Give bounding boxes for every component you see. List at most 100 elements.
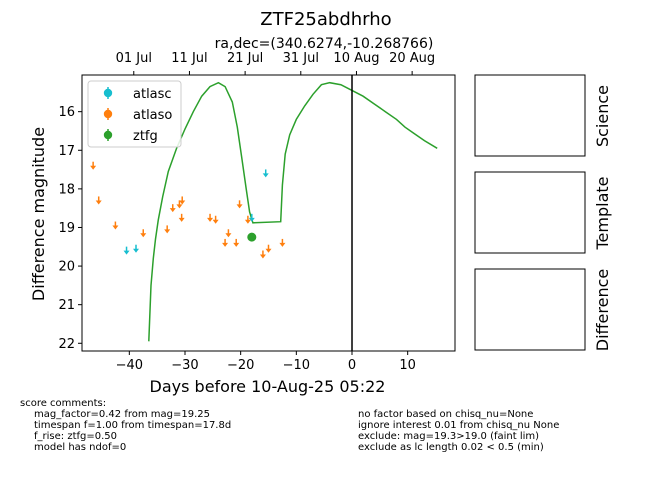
score-comments-header: score comments: [20, 398, 107, 409]
stamp-panel-science [474, 74, 586, 157]
x-tick-label: 10 [399, 358, 416, 373]
atlaso-limit-marker [212, 215, 219, 224]
score-comment-line: mag_factor=0.42 from mag=19.25 [34, 409, 211, 420]
atlaso-limit-marker [112, 221, 119, 230]
stamp-panel-difference [474, 268, 586, 351]
score-comments-right: no factor based on chisq_nu=None ignore i… [358, 409, 559, 453]
atlaso-limit-marker [178, 213, 185, 222]
x-tick-label: −30 [171, 358, 198, 373]
atlaso-limit-marker [140, 229, 147, 238]
atlaso-limit-head [176, 204, 183, 209]
atlaso-limit-head [140, 233, 147, 238]
atlaso-limit-head [178, 217, 185, 222]
legend-entry-atlasc: atlasc [103, 87, 172, 102]
top-date-tick-label: 10 Aug [333, 51, 379, 66]
legend-label: atlasc [133, 87, 172, 102]
y-tick-label: 17 [58, 144, 75, 159]
score-comment-line: model has ndof=0 [34, 442, 127, 453]
stamp-panel-template [474, 171, 586, 254]
atlaso-limit-marker [176, 200, 183, 209]
atlaso-limit-head [225, 233, 232, 238]
y-tick-label: 21 [58, 298, 75, 313]
x-axis-label: Days before 10-Aug-25 05:22 [150, 377, 386, 396]
atlaso-limit-marker [259, 250, 266, 259]
atlaso-limit-marker [279, 238, 286, 247]
score-comment-line: timespan f=1.00 from timespan=17.8d [34, 420, 232, 431]
atlaso-limit-head [179, 200, 186, 205]
y-tick-label: 20 [58, 260, 75, 275]
stamp-label-difference: Difference [593, 269, 612, 351]
plot-area: −40 −30 −20 −10 0 10 16 17 18 19 20 21 22 01 Jul 11 Ju… [29, 51, 456, 396]
x-tick-label: −10 [283, 358, 310, 373]
legend-label: ztfg [133, 129, 158, 144]
atlasc-limit-marker [262, 169, 269, 178]
top-date-tick-label: 11 Jul [171, 51, 207, 66]
top-date-tick-label: 21 Jul [227, 51, 263, 66]
atlaso-limit-head [207, 217, 214, 222]
ztfg-point [247, 232, 257, 242]
atlaso-limit-head [233, 242, 240, 247]
atlaso-limit-marker [164, 225, 171, 234]
atlaso-limit-head [212, 219, 219, 224]
score-comment-line: no factor based on chisq_nu=None [358, 409, 534, 420]
atlasc-limit-head [248, 217, 255, 222]
stamp-label-science: Science [593, 85, 612, 147]
atlaso-limit-head [236, 204, 243, 209]
chart-title: ZTF25abdhrho [260, 9, 391, 30]
score-comment-line: ignore interest 0.01 from chisq_nu None [358, 420, 560, 431]
legend-label: atlaso [133, 108, 172, 123]
atlaso-limit-marker [236, 200, 243, 209]
stamp-label-template: Template [593, 176, 612, 250]
atlaso-limit-head [90, 165, 97, 170]
atlaso-limit-head [112, 225, 119, 230]
atlasc-limit-head [262, 173, 269, 178]
y-axis-label: Difference magnitude [29, 127, 48, 301]
legend-entry-atlaso: atlaso [103, 108, 172, 123]
top-date-tick-label: 31 Jul [283, 51, 319, 66]
y-tick-label: 19 [58, 221, 75, 236]
top-date-tick-label: 20 Aug [389, 51, 435, 66]
y-tick-label: 22 [58, 337, 75, 352]
legend-marker [103, 130, 113, 140]
x-tick-label: 0 [348, 358, 356, 373]
score-comment-line: f_rise: ztfg=0.50 [34, 431, 118, 442]
top-date-tick-label: 01 Jul [116, 51, 152, 66]
y-tick-label: 18 [58, 182, 75, 197]
atlaso-limit-marker [179, 196, 186, 205]
stamp-panels: Science Template Difference [474, 74, 612, 351]
atlaso-limit-marker [225, 229, 232, 238]
atlasc-limit-marker [248, 213, 255, 222]
atlasc-limit-head [133, 248, 140, 253]
model-curve [148, 81, 438, 342]
atlaso-limit-marker [244, 215, 251, 224]
atlaso-limit-marker [90, 161, 97, 170]
score-comment-line: exclude: mag=19.3>19.0 (faint lim) [358, 431, 540, 442]
atlaso-limit-marker [95, 196, 102, 205]
legend-box [87, 80, 182, 148]
atlaso-limit-head [279, 242, 286, 247]
atlaso-limit-head [244, 219, 251, 224]
atlasc-limit-marker [123, 246, 130, 255]
legend-marker [103, 109, 113, 119]
atlaso-limit-head [259, 254, 266, 259]
legend-marker [103, 88, 113, 98]
axes-frame [81, 74, 456, 352]
score-comment-line: exclude as lc length 0.02 < 0.5 (min) [358, 442, 544, 453]
atlaso-limit-head [169, 208, 176, 213]
atlasc-limit-head [123, 250, 130, 255]
chart-subtitle: ra,dec=(340.6274,-10.268766) [215, 36, 434, 52]
atlaso-limit-marker [169, 204, 176, 213]
legend-entry-ztfg: ztfg [103, 129, 158, 144]
x-tick-label: −40 [116, 358, 143, 373]
score-comments-left: mag_factor=0.42 from mag=19.25 timespan f… [34, 409, 231, 453]
atlaso-limit-head [164, 229, 171, 234]
atlaso-limit-marker [265, 244, 272, 253]
atlasc-limit-marker [133, 244, 140, 253]
atlaso-limit-head [265, 248, 272, 253]
atlaso-limit-marker [207, 213, 214, 222]
y-tick-label: 16 [58, 105, 75, 120]
atlaso-limit-marker [233, 238, 240, 247]
legend: atlasc atlaso ztfg [87, 80, 182, 148]
atlaso-limit-head [222, 242, 229, 247]
